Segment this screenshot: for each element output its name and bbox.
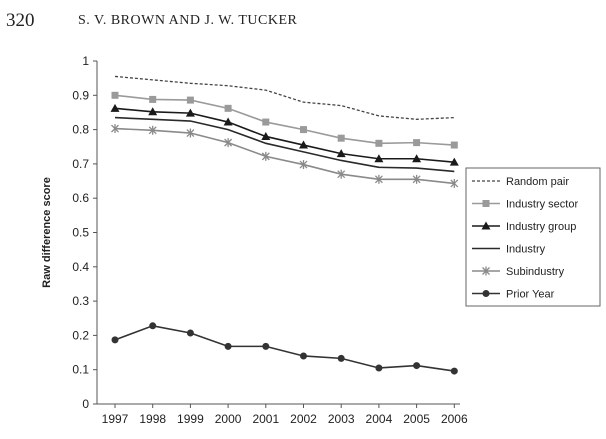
legend-marker-industry-sector <box>482 200 490 207</box>
legend-label-subindustry: Subindustry <box>506 266 565 278</box>
series-line-subindustry <box>114 127 455 185</box>
data-point-industry-sector <box>111 91 119 99</box>
y-axis-title: Raw difference score <box>41 177 53 288</box>
legend-marker-prior-year <box>482 290 490 297</box>
data-point-subindustry <box>412 174 421 184</box>
data-point-subindustry <box>111 124 119 134</box>
data-point-industry-sector <box>337 134 345 142</box>
series-line-industry <box>114 116 455 173</box>
legend-label-random-pair: Random pair <box>506 176 569 188</box>
data-point-subindustry <box>224 138 233 148</box>
series-random-pair <box>114 75 455 120</box>
x-tick-label: 2002 <box>290 412 317 426</box>
x-tick-label: 1997 <box>102 412 129 426</box>
data-point-industry-group <box>412 154 422 163</box>
chart-series <box>110 75 459 375</box>
x-tick-label: 1999 <box>177 412 204 426</box>
data-point-prior-year <box>262 342 270 350</box>
x-tick-label: 2000 <box>215 412 242 426</box>
y-tick-label: 0.4 <box>72 260 89 274</box>
y-tick-label: 0.3 <box>72 294 89 308</box>
data-point-prior-year <box>337 354 345 362</box>
series-line-prior-year <box>114 324 455 372</box>
page-number: 320 <box>6 10 35 31</box>
x-tick-label: 2005 <box>403 412 430 426</box>
data-point-prior-year <box>300 352 307 360</box>
x-tick-label: 2003 <box>328 412 355 426</box>
y-tick-label: 0.1 <box>72 363 89 377</box>
legend-label-prior-year: Prior Year <box>506 289 555 301</box>
data-point-industry-group <box>261 131 271 140</box>
y-tick-label: 0.6 <box>72 191 89 205</box>
data-point-industry-sector <box>450 141 458 149</box>
data-point-prior-year <box>186 329 194 337</box>
legend-marker-industry-group <box>481 221 491 230</box>
chart-legend: Random pair Industry sector Industry group… <box>465 167 601 307</box>
y-tick-label: 0.9 <box>72 88 89 102</box>
data-point-prior-year <box>375 364 383 372</box>
data-point-subindustry <box>148 125 157 135</box>
series-line-industry-group <box>114 107 455 163</box>
series-industry-sector <box>111 91 458 149</box>
series-prior-year <box>111 322 458 375</box>
y-tick-label: 0.8 <box>72 123 89 137</box>
y-tick-label: 0.7 <box>72 157 89 171</box>
running-head: S. V. BROWN AND J. W. TUCKER <box>78 13 298 28</box>
data-point-industry-sector <box>413 139 421 147</box>
legend-item-subindustry: Subindustry <box>472 266 565 278</box>
y-tick-label: 0 <box>82 397 89 411</box>
x-tick-label: 2006 <box>441 412 468 426</box>
legend-label-industry-sector: Industry sector <box>506 199 578 211</box>
y-tick-label: 1 <box>82 54 89 68</box>
page-header: 320 S. V. BROWN AND J. W. TUCKER <box>0 0 606 40</box>
data-point-prior-year <box>413 362 421 370</box>
data-point-industry-sector <box>300 126 307 134</box>
data-point-industry-sector <box>375 139 383 147</box>
data-point-industry-group <box>185 108 195 117</box>
data-point-industry-sector <box>149 95 157 103</box>
x-tick-label: 2001 <box>252 412 279 426</box>
legend-item-random-pair: Random pair <box>472 176 569 188</box>
data-point-industry-group <box>110 103 120 112</box>
data-point-industry-sector <box>224 104 232 112</box>
legend-label-industry-group: Industry group <box>506 221 576 233</box>
data-point-industry-group <box>299 140 308 149</box>
legend-label-industry: Industry <box>506 244 546 256</box>
series-line-industry-sector <box>114 94 455 146</box>
legend-marker-subindustry <box>482 266 490 276</box>
data-point-prior-year <box>111 336 119 344</box>
x-tick-label: 2004 <box>366 412 393 426</box>
data-point-prior-year <box>149 322 157 330</box>
legend-box <box>465 167 601 307</box>
series-industry <box>114 116 455 173</box>
series-subindustry <box>111 124 459 188</box>
legend-item-industry: Industry <box>472 244 546 256</box>
data-point-subindustry <box>186 128 195 138</box>
data-point-subindustry <box>450 178 459 188</box>
data-point-industry-group <box>449 157 459 166</box>
data-point-subindustry <box>261 151 270 161</box>
data-point-subindustry <box>299 160 308 170</box>
data-point-industry-group <box>374 154 384 163</box>
data-point-industry-group <box>223 117 233 126</box>
data-point-prior-year <box>224 342 232 350</box>
chart-axes: 0 0.1 0.2 0.3 0.4 0.5 0.6 0.7 0.8 0.9 1 1997 1998 199… <box>72 54 468 426</box>
series-industry-group <box>110 103 459 166</box>
y-tick-label: 0.5 <box>72 226 89 240</box>
x-tick-label: 1998 <box>139 412 166 426</box>
legend-item-industry-sector: Industry sector <box>472 199 578 211</box>
data-point-prior-year <box>450 367 458 375</box>
data-point-industry-group <box>336 149 346 158</box>
data-point-industry-sector <box>262 118 270 126</box>
data-point-industry-group <box>148 107 158 116</box>
data-point-subindustry <box>374 174 383 184</box>
legend-item-industry-group: Industry group <box>472 221 576 233</box>
data-point-industry-sector <box>186 96 194 104</box>
legend-item-prior-year: Prior Year <box>472 289 555 301</box>
data-point-subindustry <box>337 169 346 179</box>
y-tick-label: 0.2 <box>72 328 89 342</box>
series-line-random-pair <box>114 75 455 120</box>
